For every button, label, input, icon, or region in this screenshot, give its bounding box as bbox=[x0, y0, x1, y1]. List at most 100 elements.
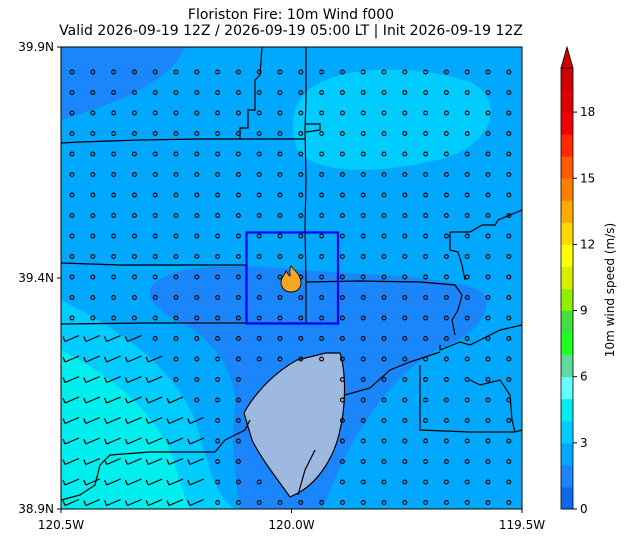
calm-wind-marker bbox=[506, 479, 512, 485]
calm-wind-marker bbox=[235, 377, 241, 382]
calm-wind-marker bbox=[194, 295, 200, 300]
calm-wind-marker bbox=[111, 131, 117, 136]
wind-barb bbox=[187, 457, 205, 466]
calm-wind-marker bbox=[402, 438, 408, 444]
calm-wind-marker bbox=[298, 172, 304, 177]
calm-wind-marker bbox=[277, 213, 283, 218]
wind-barb bbox=[166, 457, 184, 466]
calm-wind-marker bbox=[402, 151, 408, 157]
calm-wind-marker bbox=[464, 213, 470, 218]
calm-wind-marker bbox=[152, 110, 158, 116]
y-tick-label: 39.4N bbox=[18, 271, 54, 285]
calm-wind-marker bbox=[173, 213, 179, 218]
calm-wind-marker bbox=[235, 397, 241, 403]
calm-wind-marker bbox=[464, 418, 470, 423]
wind-barb bbox=[62, 355, 80, 363]
calm-wind-marker bbox=[256, 151, 262, 157]
calm-wind-marker bbox=[69, 295, 75, 300]
calm-wind-marker bbox=[402, 274, 408, 280]
calm-wind-marker bbox=[90, 90, 96, 95]
colorbar-tick-label: 18 bbox=[580, 105, 595, 119]
contour-speed-2-3-island bbox=[218, 387, 227, 420]
wind-barb bbox=[166, 478, 184, 486]
calm-wind-marker bbox=[194, 69, 200, 75]
boundary-north bbox=[61, 138, 306, 144]
wind-barb bbox=[104, 334, 121, 343]
calm-wind-marker bbox=[381, 151, 387, 157]
boundary-southeast-a bbox=[344, 351, 441, 396]
calm-wind-marker bbox=[235, 295, 241, 300]
calm-wind-marker bbox=[339, 397, 345, 403]
calm-wind-marker bbox=[215, 213, 221, 218]
calm-wind-marker bbox=[256, 295, 262, 300]
calm-wind-marker bbox=[235, 90, 241, 95]
calm-wind-marker bbox=[215, 192, 221, 198]
calm-wind-marker bbox=[506, 295, 512, 300]
calm-wind-marker bbox=[152, 151, 158, 157]
calm-wind-marker bbox=[319, 69, 325, 75]
calm-wind-marker bbox=[423, 151, 429, 157]
calm-wind-marker bbox=[464, 110, 470, 116]
wind-barb bbox=[145, 478, 163, 486]
calm-wind-marker bbox=[90, 315, 96, 321]
calm-wind-marker bbox=[235, 500, 241, 505]
calm-wind-marker bbox=[485, 254, 491, 259]
calm-wind-marker bbox=[235, 192, 241, 198]
calm-wind-marker bbox=[215, 377, 221, 382]
calm-wind-marker bbox=[485, 377, 491, 382]
latitude-ticks: 38.9N 39.4N 39.9N bbox=[18, 40, 61, 516]
wind-barb bbox=[124, 416, 142, 425]
calm-wind-marker bbox=[319, 274, 325, 280]
calm-wind-marker bbox=[194, 131, 200, 136]
calm-wind-marker bbox=[443, 336, 449, 341]
calm-wind-marker bbox=[90, 274, 96, 280]
calm-wind-marker bbox=[111, 90, 117, 95]
calm-wind-marker bbox=[131, 172, 137, 177]
calm-wind-marker bbox=[235, 172, 241, 177]
calm-wind-marker bbox=[464, 69, 470, 75]
calm-wind-marker bbox=[256, 274, 262, 280]
calm-wind-marker bbox=[111, 213, 117, 218]
calm-wind-marker bbox=[339, 110, 345, 116]
calm-wind-marker bbox=[443, 479, 449, 485]
calm-wind-marker bbox=[298, 254, 304, 259]
colorbar-tick-label: 9 bbox=[580, 304, 588, 318]
calm-wind-marker bbox=[381, 172, 387, 177]
calm-wind-marker bbox=[402, 356, 408, 362]
calm-wind-marker bbox=[402, 336, 408, 341]
wind-barb bbox=[83, 457, 101, 466]
calm-wind-marker bbox=[423, 110, 429, 116]
wind-barb bbox=[145, 457, 163, 466]
colorbar-cell bbox=[561, 134, 573, 157]
calm-wind-marker bbox=[111, 295, 117, 300]
calm-wind-marker bbox=[339, 192, 345, 198]
wind-barb bbox=[166, 416, 184, 425]
calm-wind-marker bbox=[319, 295, 325, 300]
calm-wind-marker bbox=[423, 192, 429, 198]
calm-wind-marker bbox=[319, 233, 325, 239]
calm-wind-marker bbox=[464, 459, 470, 464]
calm-wind-marker bbox=[485, 356, 491, 362]
calm-wind-marker bbox=[319, 172, 325, 177]
calm-wind-marker bbox=[298, 213, 304, 218]
calm-wind-marker bbox=[235, 479, 241, 485]
calm-wind-marker bbox=[194, 110, 200, 116]
calm-wind-marker bbox=[485, 315, 491, 321]
calm-wind-marker bbox=[235, 151, 241, 157]
calm-wind-marker bbox=[402, 459, 408, 464]
calm-wind-marker bbox=[339, 336, 345, 341]
calm-wind-marker bbox=[173, 295, 179, 300]
calm-wind-marker bbox=[464, 356, 470, 362]
calm-wind-marker bbox=[90, 110, 96, 116]
lake bbox=[243, 352, 346, 498]
calm-wind-marker bbox=[111, 192, 117, 198]
calm-wind-marker bbox=[173, 192, 179, 198]
calm-wind-marker bbox=[69, 213, 75, 218]
calm-wind-marker bbox=[215, 336, 221, 341]
calm-wind-marker bbox=[506, 131, 512, 136]
wind-barb bbox=[83, 437, 101, 445]
calm-wind-marker bbox=[423, 172, 429, 177]
calm-wind-marker bbox=[339, 233, 345, 239]
calm-wind-marker bbox=[152, 172, 158, 177]
